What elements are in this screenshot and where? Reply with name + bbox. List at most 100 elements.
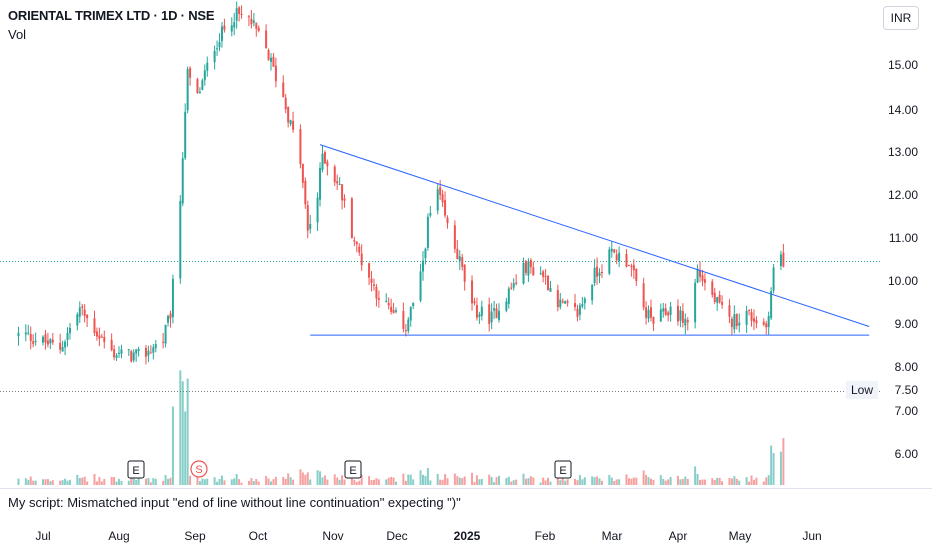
candle-body [436,189,439,211]
volume-bar [27,479,30,485]
volume-bar [184,411,187,485]
candle-body [98,335,101,339]
volume-bar [206,478,209,485]
candle-body [343,198,346,201]
volume-bar [610,477,613,485]
candle-body [647,309,650,319]
candle-body [299,129,302,165]
volume-bar [287,473,290,485]
volume-bar [319,471,322,485]
candle-body [625,253,628,267]
volume-bar [355,482,358,485]
currency-button[interactable]: INR [883,6,919,30]
candle-body [770,291,773,319]
volume-bar [632,477,635,485]
candle-body [664,308,667,315]
volume-bar [721,481,724,485]
y-tick-label: 11.00 [889,231,918,245]
volume-bar [402,473,405,485]
candle-body [154,344,157,349]
candle-body [304,180,307,205]
candle-body [44,334,47,343]
volume-bar [495,477,498,485]
volume-bar [390,476,393,485]
volume-bar [618,479,621,485]
candle-body [198,91,201,94]
earnings-marker-label: E [132,465,139,477]
candle-body [355,241,358,245]
volume-bar [598,478,601,485]
x-tick-label: Sep [184,529,206,543]
candle-body [404,330,407,332]
candle-body [733,314,736,330]
volume-bar [130,475,133,485]
x-tick-label: May [729,529,752,543]
volume-bar [179,370,182,485]
volume-bar [429,480,432,485]
candle-body [613,249,616,253]
volume-bar [441,479,444,485]
earnings-marker[interactable] [127,460,145,479]
volume-bar [218,478,221,485]
volume-bar [576,480,579,485]
candle-body [169,313,172,319]
candle-body [667,312,670,316]
candle-body [713,292,716,302]
candle-body [370,278,373,283]
candle-body [250,18,253,25]
volume-bar [98,477,101,485]
volume-bar [120,480,123,485]
split-marker[interactable] [190,460,208,478]
volume-bar [532,477,535,485]
volume-bar [409,474,412,485]
volume-indicator-label[interactable]: Vol [8,27,27,42]
candle-body [113,349,116,358]
candle-body [422,260,424,272]
volume-bar [662,478,665,485]
volume-bar [713,480,716,485]
volume-bar [522,473,525,485]
candle-body [287,107,290,123]
candle-body [681,311,684,323]
candle-body [471,280,474,304]
volume-bar [600,480,603,485]
candle-body [167,315,170,323]
volume-bar [341,475,344,485]
y-axis: 15.00 14.00 13.00 12.00 11.00 10.00 9.00 8.00 7.… [888,58,918,461]
candle-body [220,26,223,42]
candle-body [730,318,733,327]
candle-body [127,349,130,351]
volume-bar [596,476,599,485]
earnings-marker[interactable] [344,460,362,479]
candle-body [321,153,324,170]
candle-body [598,272,601,276]
candle-body [103,337,106,343]
y-tick-label: 15.00 [888,58,918,72]
volume-bar [164,475,167,485]
candle-body [627,264,630,266]
volume-bar [377,479,380,485]
volume-bar [650,478,652,485]
volume-bar [625,474,628,485]
candle-body [61,347,64,352]
volume-bar [699,479,702,485]
candle-body [164,324,167,344]
volume-bar [453,473,456,485]
candle-body [659,309,662,322]
candle-body [564,301,567,304]
volume-bar [686,478,689,485]
candle-body [593,267,596,284]
volume-bar [333,474,336,485]
candle-body [135,349,138,354]
volume-bar [591,476,594,485]
earnings-marker[interactable] [554,460,572,479]
volume-bar [216,481,219,485]
volume-bar [252,481,255,485]
candle-body [642,283,645,308]
candle-body [475,305,478,318]
volume-bar [527,478,530,485]
symbol-title[interactable]: ORIENTAL TRIMEX LTD · 1D · NSE [8,8,215,23]
candle-body [578,305,581,315]
candle-body [735,314,738,326]
